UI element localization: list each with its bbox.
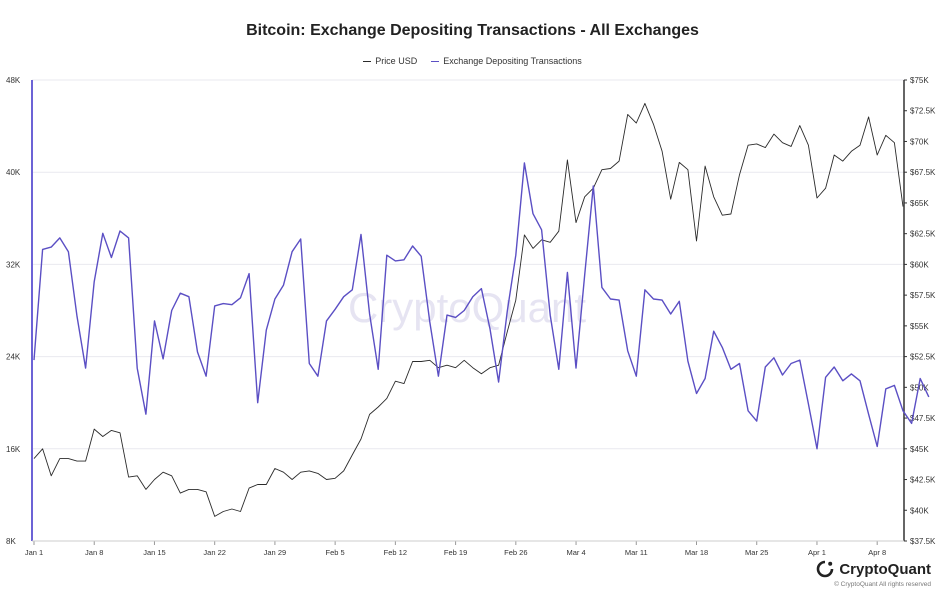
x-tick-label: Mar 4 xyxy=(566,548,585,557)
left-tick-label: 48K xyxy=(6,76,21,85)
right-tick-label: $62.5K xyxy=(910,230,936,239)
watermark: CryptoQuant xyxy=(348,284,586,331)
right-tick-label: $40K xyxy=(910,506,929,515)
right-tick-label: $55K xyxy=(910,322,929,331)
x-tick-label: Jan 1 xyxy=(25,548,43,557)
x-tick-label: Apr 1 xyxy=(808,548,826,557)
brand: CryptoQuant xyxy=(816,560,931,578)
legend-item-deposits[interactable]: Exchange Depositing Transactions xyxy=(431,56,582,66)
cryptoquant-logo-icon xyxy=(816,560,835,578)
right-tick-label: $70K xyxy=(910,137,929,146)
x-tick-label: Jan 8 xyxy=(85,548,103,557)
series-line-deposits xyxy=(33,162,930,450)
legend: Price USD Exchange Depositing Transactio… xyxy=(0,56,945,66)
series-line-price xyxy=(33,102,904,517)
legend-label-price: Price USD xyxy=(375,56,418,66)
x-tick-label: Jan 15 xyxy=(143,548,166,557)
right-tick-label: $72.5K xyxy=(910,107,936,116)
legend-item-price[interactable]: Price USD xyxy=(363,56,417,66)
x-tick-label: Feb 19 xyxy=(444,548,467,557)
legend-label-deposits: Exchange Depositing Transactions xyxy=(443,56,582,66)
left-tick-label: 16K xyxy=(6,445,21,454)
legend-swatch-deposits xyxy=(431,60,440,62)
right-tick-label: $42.5K xyxy=(910,476,936,485)
left-tick-label: 40K xyxy=(6,168,21,177)
left-tick-label: 24K xyxy=(6,353,21,362)
axes: 8K 16K 24K 32K 40K 48K $37.5K $40K $42.5K $45K $47… xyxy=(6,76,936,557)
right-tick-label: $47.5K xyxy=(910,414,936,423)
right-tick-label: $52.5K xyxy=(910,353,936,362)
x-tick-label: Apr 8 xyxy=(868,548,886,557)
x-tick-label: Feb 12 xyxy=(384,548,407,557)
right-tick-label: $60K xyxy=(910,260,929,269)
right-tick-label: $50K xyxy=(910,383,929,392)
x-tick-label: Jan 29 xyxy=(264,548,287,557)
right-tick-label: $45K xyxy=(910,445,929,454)
right-tick-label: $67.5K xyxy=(910,168,936,177)
brand-name: CryptoQuant xyxy=(839,560,931,578)
right-tick-label: $75K xyxy=(910,76,929,85)
x-tick-label: Feb 5 xyxy=(326,548,345,557)
right-tick-label: $37.5K xyxy=(910,537,936,546)
left-tick-label: 8K xyxy=(6,537,16,546)
chart-title: Bitcoin: Exchange Depositing Transaction… xyxy=(246,22,699,39)
x-tick-label: Mar 25 xyxy=(745,548,768,557)
copyright: © CryptoQuant All rights reserved xyxy=(834,581,931,588)
x-tick-label: Mar 11 xyxy=(625,548,648,557)
right-tick-label: $65K xyxy=(910,199,929,208)
series xyxy=(33,102,930,517)
left-tick-label: 32K xyxy=(6,260,21,269)
x-tick-label: Feb 26 xyxy=(504,548,527,557)
right-tick-label: $57.5K xyxy=(910,291,936,300)
legend-swatch-price xyxy=(363,60,372,62)
x-tick-label: Jan 22 xyxy=(203,548,226,557)
x-tick-label: Mar 18 xyxy=(685,548,708,557)
